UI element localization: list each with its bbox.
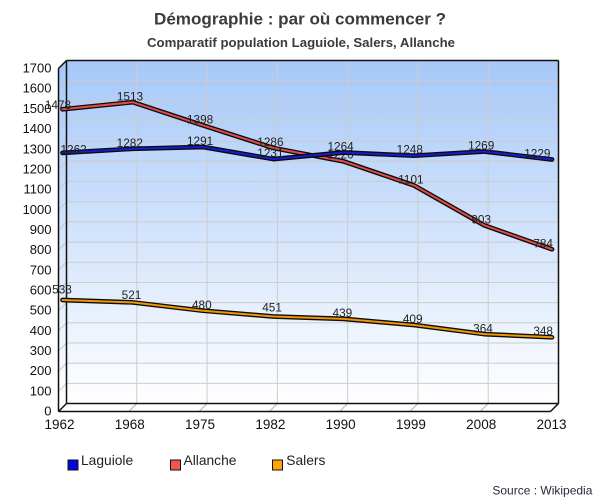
svg-text:1600: 1600 [23, 81, 52, 96]
svg-text:1000: 1000 [23, 202, 52, 217]
svg-text:1400: 1400 [23, 121, 52, 136]
svg-text:1500: 1500 [23, 101, 52, 116]
svg-text:784: 784 [533, 236, 553, 250]
svg-text:Laguiole: Laguiole [81, 453, 133, 468]
svg-text:Démographie : par où commencer: Démographie : par où commencer ? [154, 10, 446, 29]
svg-text:1975: 1975 [185, 417, 215, 432]
svg-text:1700: 1700 [23, 61, 52, 76]
svg-text:700: 700 [30, 262, 52, 277]
svg-text:200: 200 [30, 363, 52, 378]
svg-text:1513: 1513 [117, 89, 144, 103]
svg-text:1282: 1282 [117, 136, 143, 150]
svg-text:364: 364 [473, 321, 493, 335]
svg-text:1478: 1478 [45, 98, 72, 112]
svg-text:Salers: Salers [286, 453, 325, 468]
svg-text:903: 903 [471, 212, 491, 226]
svg-text:0: 0 [44, 404, 51, 419]
svg-text:800: 800 [30, 242, 52, 257]
svg-text:1262: 1262 [61, 142, 87, 156]
svg-text:1264: 1264 [327, 140, 354, 154]
svg-text:1100: 1100 [24, 182, 52, 197]
svg-text:1101: 1101 [398, 172, 423, 186]
svg-text:100: 100 [30, 383, 52, 398]
svg-text:1398: 1398 [187, 112, 214, 126]
svg-text:1990: 1990 [326, 417, 356, 432]
svg-text:600: 600 [30, 283, 52, 298]
svg-text:1968: 1968 [115, 417, 145, 432]
svg-text:Source : Wikipedia: Source : Wikipedia [492, 483, 592, 497]
svg-text:1962: 1962 [44, 417, 74, 432]
svg-text:Comparatif population Laguiole: Comparatif population Laguiole, Salers, … [147, 36, 455, 50]
svg-text:1229: 1229 [524, 147, 550, 161]
svg-text:451: 451 [262, 301, 282, 315]
svg-text:533: 533 [52, 283, 72, 297]
svg-text:300: 300 [30, 343, 52, 358]
svg-text:1231: 1231 [257, 146, 283, 160]
svg-text:1269: 1269 [468, 139, 494, 153]
svg-text:2008: 2008 [466, 417, 496, 432]
svg-text:1286: 1286 [257, 135, 284, 149]
svg-text:439: 439 [333, 306, 353, 320]
svg-text:Allanche: Allanche [184, 453, 237, 468]
svg-text:521: 521 [122, 288, 142, 302]
svg-text:1200: 1200 [23, 161, 52, 176]
svg-text:480: 480 [192, 298, 212, 312]
svg-text:1999: 1999 [396, 417, 426, 432]
svg-text:1300: 1300 [23, 141, 52, 156]
svg-text:409: 409 [403, 312, 423, 326]
svg-text:900: 900 [30, 222, 52, 237]
svg-text:400: 400 [30, 323, 52, 338]
svg-text:2013: 2013 [536, 417, 566, 432]
svg-text:348: 348 [533, 324, 553, 338]
svg-text:1982: 1982 [255, 417, 285, 432]
svg-text:1248: 1248 [397, 143, 424, 157]
svg-text:1291: 1291 [187, 134, 213, 148]
svg-text:500: 500 [30, 303, 52, 318]
